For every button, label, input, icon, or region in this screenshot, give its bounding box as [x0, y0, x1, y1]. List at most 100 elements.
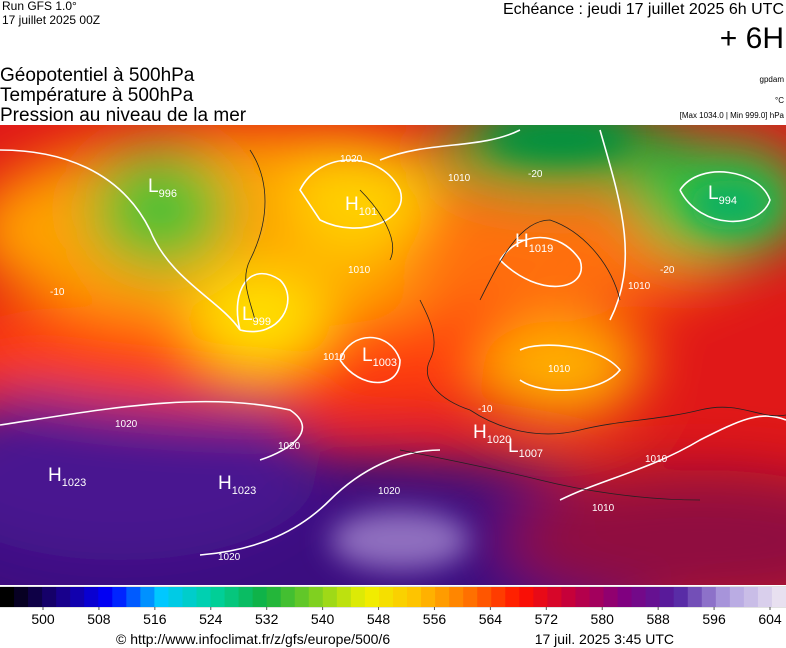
colorbar-tick-label: 500	[31, 611, 55, 627]
title-pressure: Pression au niveau de la mer	[0, 105, 247, 126]
colorbar-swatch	[266, 587, 282, 607]
colorbar-swatch	[547, 587, 562, 607]
center-value: 996	[159, 188, 177, 200]
colorbar-tick-label: 580	[591, 611, 615, 627]
colorbar-swatch	[575, 587, 590, 607]
colorbar-swatch	[126, 587, 141, 607]
colorbar-swatch	[182, 587, 197, 607]
colorbar-tick-label: 532	[255, 611, 279, 627]
center-value: 1023	[62, 477, 86, 489]
colorbar-swatch	[589, 587, 605, 607]
colorbar-swatch	[336, 587, 352, 607]
isobars	[0, 129, 786, 556]
colorbar-tick-label: 556	[423, 611, 447, 627]
colorbar-tick-label: 524	[199, 611, 223, 627]
map	[0, 125, 786, 585]
colorbar-swatch	[0, 587, 15, 607]
pressure-center: L994	[708, 183, 737, 207]
source-url: © http://www.infoclimat.fr/z/gfs/europe/…	[116, 631, 390, 647]
isoline-label: 1010	[592, 503, 615, 514]
colorbar-swatch	[210, 587, 226, 607]
pressure-center: H1023	[48, 465, 86, 489]
pressure-center: H1020	[473, 422, 511, 446]
colorbar-swatch	[56, 587, 71, 607]
colorbar-swatch	[378, 587, 394, 607]
pressure-center: L999	[242, 304, 271, 328]
isoline-label: -10	[478, 404, 493, 415]
colorbar-swatch	[743, 587, 759, 607]
center-kind: L	[708, 183, 719, 204]
isoline-label: 1010	[323, 352, 346, 363]
colorbar-swatch	[715, 587, 731, 607]
colorbar-swatch	[28, 587, 43, 607]
forecast-offset: + 6H	[720, 22, 784, 55]
colorbar-swatch	[42, 587, 57, 607]
colorbar-swatch	[505, 587, 520, 607]
isoline-label: -20	[660, 265, 675, 276]
timestamp: 17 juil. 2025 3:45 UTC	[535, 631, 674, 647]
title-geopotential: Géopotentiel à 500hPa	[0, 65, 195, 86]
center-value: 1007	[519, 448, 543, 460]
center-kind: L	[242, 304, 253, 325]
isoline-label: 1020	[340, 154, 363, 165]
colorbar-swatch	[294, 587, 310, 607]
colorbar-swatch	[98, 587, 113, 607]
run-date: 17 juillet 2025 00Z	[2, 13, 100, 27]
center-kind: L	[148, 176, 159, 197]
colorbar-swatch	[533, 587, 548, 607]
center-kind: H	[515, 231, 529, 252]
isoline-label: 1020	[115, 419, 138, 430]
center-kind: H	[218, 473, 232, 494]
center-kind: L	[362, 345, 373, 366]
isoline-label: 1010	[645, 454, 668, 465]
colorbar-swatch	[70, 587, 85, 607]
colorbar-swatch	[421, 587, 436, 607]
center-value: 1020	[487, 434, 511, 446]
isoline-label: 1020	[378, 486, 401, 497]
colorbar-swatch	[280, 587, 296, 607]
isoline-label: 1010	[448, 173, 471, 184]
run-label: Run GFS 1.0°	[2, 0, 77, 13]
center-kind: H	[473, 422, 487, 443]
isoline-label: 1010	[348, 265, 371, 276]
center-kind: H	[345, 194, 359, 215]
unit-gpdam: gpdam	[760, 75, 785, 84]
coastlines	[245, 149, 786, 501]
pressure-center: L1007	[508, 436, 543, 460]
pressure-center: H101	[345, 194, 377, 218]
colorbar-tick-label: 548	[367, 611, 391, 627]
colorbar-swatch	[84, 587, 99, 607]
colorbar-tick-label: 540	[311, 611, 335, 627]
center-value: 994	[719, 195, 737, 207]
colorbar-swatch	[407, 587, 422, 607]
colorbar-swatch	[617, 587, 633, 607]
colorbar-swatch	[364, 587, 380, 607]
center-value: 999	[253, 316, 271, 328]
colorbar-swatch	[477, 587, 492, 607]
colorbar-swatch	[729, 587, 745, 607]
center-value: 1023	[232, 485, 256, 497]
colorbar-tick-label: 604	[758, 611, 782, 627]
colorbar-tick-label: 572	[535, 611, 559, 627]
colorbar-swatch	[673, 587, 689, 607]
isoline-label: 1020	[218, 552, 241, 563]
isoline-label: 1010	[628, 281, 651, 292]
colorbar-tick-label: 508	[87, 611, 111, 627]
colorbar-swatch	[603, 587, 619, 607]
colorbar-swatch	[449, 587, 464, 607]
isoline-label: -20	[528, 169, 543, 180]
colorbar-swatch	[519, 587, 534, 607]
isoline-label: -10	[50, 287, 65, 298]
isoline-label: 1010	[548, 364, 571, 375]
title-temperature: Température à 500hPa	[0, 85, 194, 106]
colorbar-swatch	[491, 587, 506, 607]
colorbar-swatch	[757, 587, 773, 607]
colorbar-swatch	[252, 587, 268, 607]
colorbar-swatch	[140, 587, 155, 607]
field-highlights	[330, 125, 770, 570]
pressure-center: H1019	[515, 231, 553, 255]
colorbar-swatch	[322, 587, 338, 607]
colorbar-swatch	[112, 587, 127, 607]
